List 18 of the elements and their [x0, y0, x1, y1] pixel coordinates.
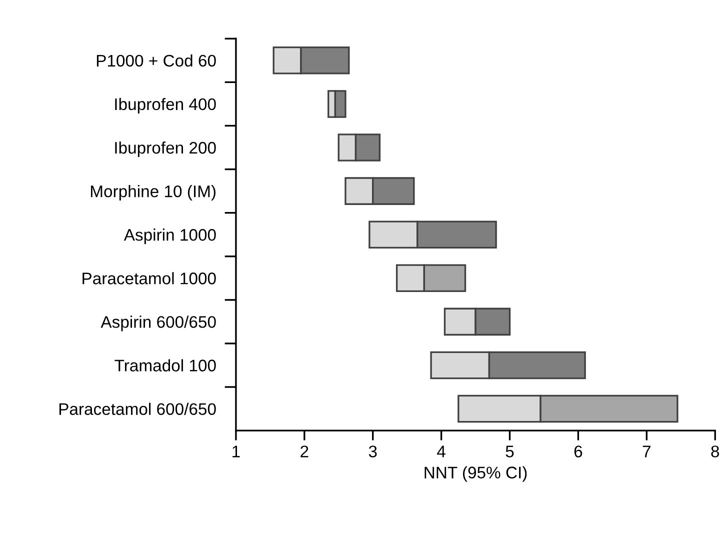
- y-tick-label: Ibuprofen 200: [115, 141, 216, 158]
- x-tick-label: 7: [642, 446, 650, 458]
- x-tick-label: 8: [711, 446, 720, 458]
- x-tick-label: 1: [232, 446, 240, 458]
- x-axis-title: NNT (95% CI): [424, 466, 527, 482]
- y-tick-label: P1000 + Cod 60: [96, 54, 216, 67]
- x-tick-label: 5: [506, 446, 514, 458]
- x-tick-label: 3: [368, 446, 377, 458]
- y-tick-label: Paracetamol 600/650: [59, 402, 216, 415]
- x-tick-label: 2: [300, 446, 308, 458]
- y-tick-label: Morphine 10 (IM): [90, 185, 216, 201]
- y-tick-label: Ibuprofen 400: [115, 98, 216, 114]
- y-tick-label: Paracetamol 1000: [82, 272, 216, 284]
- y-tick-label: Aspirin 1000: [124, 228, 216, 244]
- x-tick-label: 6: [574, 446, 582, 458]
- y-tick-label: Aspirin 600/650: [100, 316, 216, 332]
- x-tick-label: 4: [437, 446, 446, 458]
- y-tick-label: Tramadol 100: [114, 359, 216, 372]
